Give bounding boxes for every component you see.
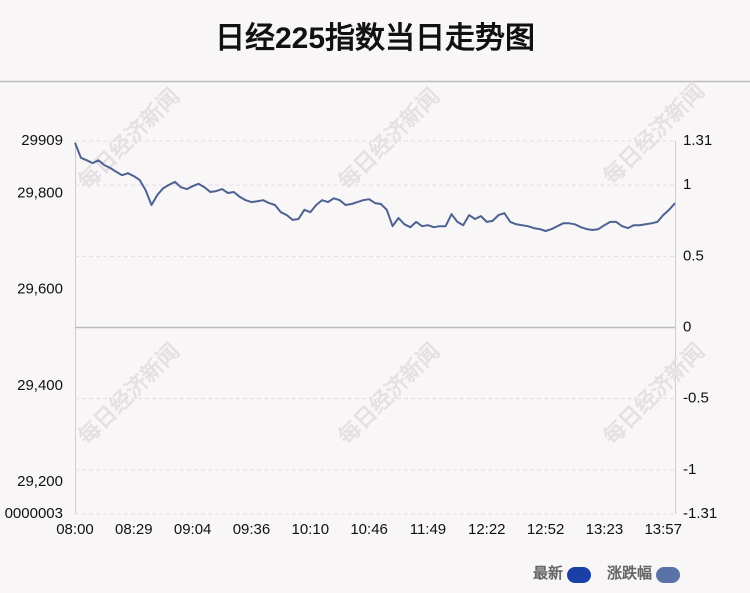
x-tick-label: 08:00 bbox=[56, 521, 94, 538]
y2-tick-label: 1 bbox=[683, 176, 691, 193]
y2-tick-label: 0 bbox=[683, 318, 691, 335]
legend-label: 最新 bbox=[533, 564, 563, 582]
x-tick-label: 11:49 bbox=[410, 521, 446, 538]
x-tick-label: 09:04 bbox=[174, 521, 212, 538]
x-tick-label: 08:29 bbox=[115, 521, 153, 538]
y2-tick-label: 1.31 bbox=[683, 132, 712, 149]
x-tick-label: 13:23 bbox=[586, 521, 624, 538]
x-tick-label: 09:36 bbox=[233, 521, 271, 538]
x-tick-label: 10:10 bbox=[292, 521, 330, 538]
y2-tick-label: -1 bbox=[683, 461, 696, 478]
price-line bbox=[74, 142, 676, 232]
x-tick-label: 10:46 bbox=[350, 521, 388, 538]
y2-tick-label: -0.5 bbox=[683, 390, 709, 407]
x-tick-label: 12:52 bbox=[527, 521, 565, 538]
y2-tick-label: -1.31 bbox=[683, 505, 717, 522]
legend-swatch bbox=[656, 567, 681, 583]
x-tick-label: 12:22 bbox=[468, 521, 506, 538]
y-tick-label: 29,800 bbox=[17, 184, 63, 201]
y-tick-label: 29909 bbox=[21, 132, 63, 149]
chart-title: 日经225指数当日走势图 bbox=[215, 21, 535, 55]
y-tick-label: 29,200 bbox=[17, 473, 63, 490]
legend-label: 涨跌幅 bbox=[607, 564, 652, 582]
y-tick-label: 0000003 bbox=[5, 505, 63, 522]
y-tick-label: 29,400 bbox=[17, 377, 63, 394]
legend-swatch bbox=[567, 567, 592, 583]
y-tick-label: 29,600 bbox=[17, 281, 63, 298]
x-tick-label: 13:57 bbox=[644, 521, 682, 538]
y2-tick-label: 0.5 bbox=[683, 247, 704, 264]
